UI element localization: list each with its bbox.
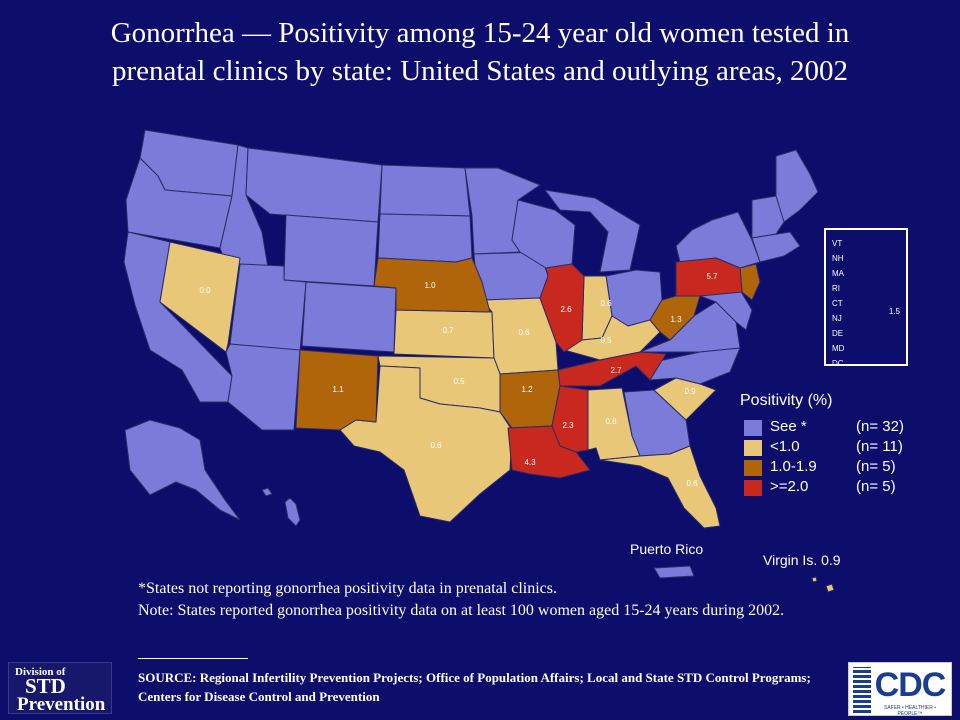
state-ar <box>499 369 561 429</box>
state-sc <box>653 377 717 421</box>
ne-state: MD <box>832 344 845 353</box>
note-reporting-criteria: Note: States reported gonorrhea positivi… <box>138 602 785 619</box>
state-la <box>507 425 591 479</box>
notes: *States not reporting gonorrhea positivi… <box>138 578 838 622</box>
legend-label: <1.0 <box>770 438 800 455</box>
ne-state: RI <box>832 284 840 293</box>
state-value-label: 0.7 <box>442 326 454 335</box>
state-fl <box>599 445 721 529</box>
state-nc <box>635 347 741 385</box>
state-value-label: 1.3 <box>670 315 682 324</box>
note-not-reporting: *States not reporting gonorrhea positivi… <box>138 580 558 597</box>
nj-value: 1.5 <box>888 307 900 316</box>
state-value-label: 0.9 <box>684 387 696 396</box>
ne-state: NH <box>832 254 844 263</box>
state-nv <box>159 241 241 353</box>
state-value-label: 2.3 <box>562 421 574 430</box>
state-wy <box>283 214 379 287</box>
legend-row: 1.0-1.9 (n= 5) <box>740 458 940 478</box>
northeast-state-list: VT NH MA RI CT NJ DE MD DC <box>832 236 844 371</box>
state-value-label: 0.5 <box>600 336 612 345</box>
legend-swatch <box>744 440 762 456</box>
virgin-islands-shape-2 <box>811 576 818 583</box>
state-value-label: 1.2 <box>521 385 533 394</box>
state-ak <box>124 419 241 521</box>
title-line-2: prenatal clinics by state: United States… <box>111 55 849 87</box>
state-value-label: 0.6 <box>686 479 698 488</box>
legend-swatch <box>744 420 762 436</box>
virgin-islands-label: Virgin Is. 0.9 <box>763 552 841 568</box>
cdc-logo: CDC SAFER • HEALTHIER • PEOPLE™ <box>848 662 952 717</box>
state-mi <box>544 189 641 273</box>
state-tn <box>557 351 667 387</box>
legend-label: >=2.0 <box>770 478 809 495</box>
division-std-prevention-logo: Division of STD Prevention <box>8 662 112 715</box>
virgin-islands-shape <box>825 583 835 593</box>
legend-row: See * (n= 32) <box>740 418 940 438</box>
ne-state: CT <box>832 299 843 308</box>
legend: Positivity (%) See * (n= 32) <1.0 (n= 11… <box>740 392 940 498</box>
state-nd <box>379 164 471 217</box>
map-title: Gonorrhea — Positivity among 15-24 year … <box>20 14 940 90</box>
legend-count: (n= 32) <box>856 418 904 435</box>
state-vt-nh <box>751 195 785 239</box>
ne-state: VT <box>832 239 843 248</box>
state-value-label: 0.6 <box>430 441 442 450</box>
state-value-label: 1.1 <box>332 385 344 394</box>
state-value-label: 0.6 <box>600 299 612 308</box>
legend-label: 1.0-1.9 <box>770 458 817 475</box>
puerto-rico-label: Puerto Rico <box>630 541 704 557</box>
state-ne <box>373 257 491 313</box>
legend-row: <1.0 (n= 11) <box>740 438 940 458</box>
state-az <box>225 343 301 431</box>
legend-swatch <box>744 480 762 496</box>
state-value-label: 2.7 <box>610 366 622 375</box>
state-il <box>539 263 585 353</box>
puerto-rico-shape <box>653 565 695 579</box>
state-value-label: 0.0 <box>199 286 211 295</box>
state-sd <box>377 213 473 263</box>
cdc-stripes-icon <box>853 667 871 713</box>
ne-state: MA <box>832 269 844 278</box>
title-line-1: Gonorrhea — Positivity among 15-24 year … <box>110 17 850 49</box>
state-value-label: 0.5 <box>453 377 465 386</box>
state-mt <box>245 147 383 223</box>
legend-count: (n= 5) <box>856 458 896 475</box>
state-wv <box>649 295 701 341</box>
state-value-label: 2.6 <box>560 305 572 314</box>
ne-state: NJ <box>832 314 842 323</box>
state-value-label: 4.3 <box>524 458 536 467</box>
ne-state: DE <box>832 329 844 338</box>
state-nm <box>295 349 379 431</box>
state-value-label: 5.7 <box>706 272 718 281</box>
legend-count: (n= 11) <box>856 438 903 455</box>
state-me <box>775 149 819 223</box>
state-value-label: 0.8 <box>605 417 617 426</box>
legend-title: Positivity (%) <box>740 392 833 409</box>
state-value-label: 1.0 <box>424 281 436 290</box>
state-pa <box>675 257 743 297</box>
state-co <box>301 281 397 353</box>
legend-swatch <box>744 460 762 476</box>
state-hi-2 <box>261 487 273 497</box>
state-hi <box>284 497 301 527</box>
divider <box>138 658 248 659</box>
legend-row: >=2.0 (n= 5) <box>740 478 940 498</box>
ne-state: DC <box>832 359 844 368</box>
northeast-inset-box: VT NH MA RI CT NJ DE MD DC 1.5 <box>824 228 908 368</box>
legend-count: (n= 5) <box>856 478 896 495</box>
state-value-label: 0.6 <box>518 328 530 337</box>
legend-label: See * <box>770 418 807 435</box>
source-text: SOURCE: Regional Infertility Prevention … <box>138 670 811 704</box>
state-ma-ct-ri <box>751 231 801 263</box>
